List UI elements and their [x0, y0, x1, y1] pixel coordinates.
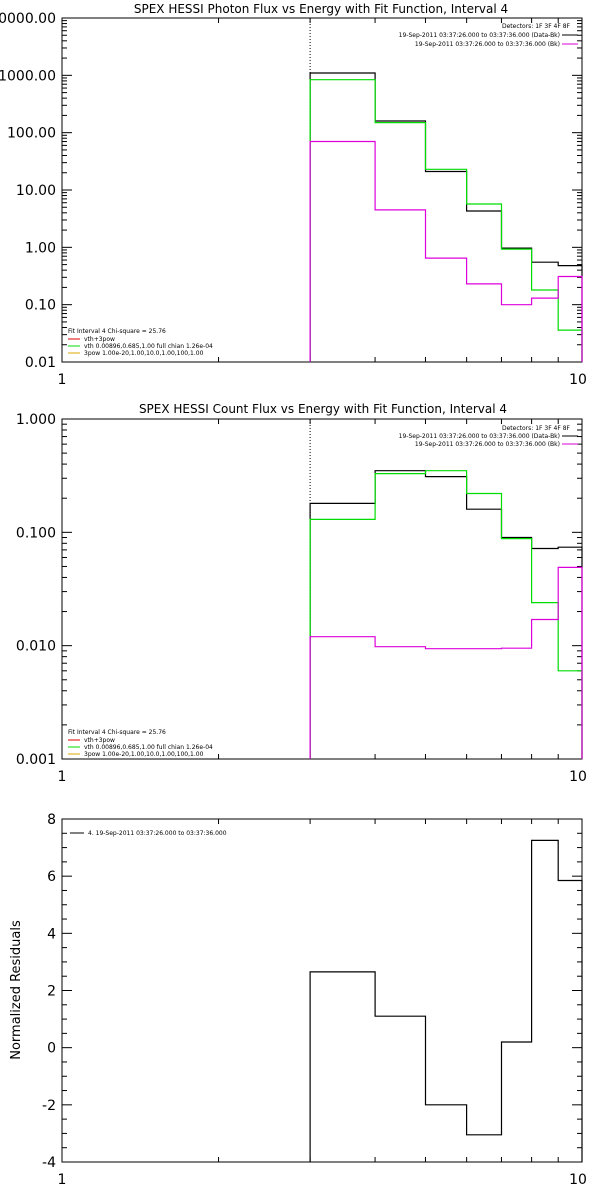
residuals-y-axis-label: Normalized Residuals — [9, 920, 24, 1060]
count-flux-panel: SPEX HESSI Count Flux vs Energy with Fit… — [16, 402, 587, 785]
photon-flux-y-tick-label: 1.00 — [25, 240, 56, 256]
photon-flux-x-ticks: 1 10 — [58, 18, 587, 388]
photon-flux-y-tick-label: 1000.00 — [0, 68, 56, 84]
photon-flux-y-tick-label: 10000.00 — [0, 11, 56, 27]
residuals-series — [309, 839, 583, 1162]
photon-flux-y-ticks: 0.01 0.10 1.00 10.00 100.00 1000.00 10000.00 — [0, 11, 582, 371]
count-flux-x-tick-label: 1 — [58, 769, 67, 785]
photon-flux-series-0 — [309, 72, 583, 362]
photon-flux-legend-vth3pow: vth+3pow — [84, 336, 115, 343]
count-flux-x-tick-label: 10 — [569, 769, 587, 785]
photon-flux-detectors-label: Detectors: 1F 3F 4F 8F — [502, 23, 571, 30]
photon-flux-legend-3pow: 3pow 1.00e-20,1.00,10.0,1.00,100,1.00 — [84, 350, 204, 357]
photon-flux-x-tick-label: 1 — [58, 372, 67, 388]
residuals-legend: 4. 19-Sep-2011 03:37:26.000 to 03:37:36.… — [70, 830, 227, 837]
photon-flux-y-tick-label: 10.00 — [16, 183, 56, 199]
photon-flux-y-tick-label: 0.10 — [25, 298, 56, 314]
count-flux-legend-vth: vth 0.00896,0.685,1.00 full chian 1.26e-… — [84, 744, 213, 751]
photon-flux-x-tick-label: 10 — [569, 372, 587, 388]
count-flux-legend: Detectors: 1F 3F 4F 8F 19-Sep-2011 03:37… — [68, 425, 578, 758]
count-flux-y-tick-label: 1.000 — [16, 412, 56, 428]
photon-flux-plot-frame — [61, 17, 583, 363]
count-flux-title: SPEX HESSI Count Flux vs Energy with Fit… — [139, 402, 507, 416]
residuals-y-tick-label: 2 — [47, 984, 56, 1000]
count-flux-legend-bk: 19-Sep-2011 03:37:26.000 to 03:37:36.000… — [415, 441, 560, 448]
count-flux-legend-3pow: 3pow 1.00e-20,1.00,10.0,1.00,100,1.00 — [84, 751, 204, 758]
residuals-y-ticks: -4 -2 0 2 4 6 8 — [42, 812, 582, 1171]
count-flux-series-0 — [309, 470, 583, 759]
photon-flux-legend-data-bk: 19-Sep-2011 03:37:26.000 to 03:37:36.000… — [399, 32, 560, 39]
count-flux-legend-vth3pow: vth+3pow — [84, 737, 115, 744]
count-flux-series-2 — [309, 566, 583, 759]
residuals-y-tick-label: 4 — [47, 926, 56, 942]
photon-flux-series-2 — [309, 140, 583, 362]
count-flux-x-ticks: 1 10 — [58, 419, 587, 785]
residuals-series-0 — [309, 839, 583, 1162]
residuals-y-tick-label: 0 — [47, 1041, 56, 1057]
residuals-legend-label: 4. 19-Sep-2011 03:37:26.000 to 03:37:36.… — [88, 830, 227, 837]
count-flux-y-tick-label: 0.100 — [16, 525, 56, 541]
count-flux-y-ticks: 0.001 0.010 0.100 1.000 — [16, 412, 582, 768]
count-flux-fit-info: Fit Interval 4 Chi-square = 25.76 — [68, 729, 166, 736]
photon-flux-y-tick-label: 100.00 — [7, 126, 56, 142]
residuals-x-tick-label: 10 — [569, 1172, 587, 1188]
count-flux-plot-frame — [61, 418, 583, 760]
count-flux-detectors-label: Detectors: 1F 3F 4F 8F — [502, 425, 571, 432]
count-flux-y-tick-label: 0.010 — [16, 639, 56, 655]
count-flux-y-tick-label: 0.001 — [16, 752, 56, 768]
photon-flux-legend-vth: vth 0.00896,0.685,1.00 full chian 1.26e-… — [84, 343, 213, 350]
residuals-x-ticks: 1 10 — [58, 819, 587, 1188]
photon-flux-series — [309, 18, 583, 362]
residuals-plot-frame — [61, 818, 583, 1163]
photon-flux-y-tick-label: 0.01 — [25, 355, 56, 371]
residuals-y-tick-label: -2 — [42, 1098, 56, 1114]
count-flux-legend-data-bk: 19-Sep-2011 03:37:26.000 to 03:37:36.000… — [399, 433, 560, 440]
photon-flux-series-1 — [309, 79, 583, 362]
residuals-y-tick-label: 8 — [47, 812, 56, 828]
count-flux-series-1 — [309, 470, 583, 759]
count-flux-series — [309, 419, 583, 759]
residuals-x-tick-label: 1 — [58, 1172, 67, 1188]
photon-flux-title: SPEX HESSI Photon Flux vs Energy with Fi… — [134, 2, 508, 16]
photon-flux-legend: Detectors: 1F 3F 4F 8F 19-Sep-2011 03:37… — [68, 23, 578, 357]
residuals-panel: -4 -2 0 2 4 6 8 1 10 Normalized Residuals 4. 19… — [9, 812, 587, 1188]
residuals-y-tick-label: -4 — [42, 1155, 56, 1171]
residuals-y-tick-label: 6 — [47, 869, 56, 885]
photon-flux-fit-info: Fit Interval 4 Chi-square = 25.76 — [68, 328, 166, 335]
photon-flux-legend-bk: 19-Sep-2011 03:37:26.000 to 03:37:36.000… — [415, 41, 560, 48]
photon-flux-panel: SPEX HESSI Photon Flux vs Energy with Fi… — [0, 2, 587, 388]
